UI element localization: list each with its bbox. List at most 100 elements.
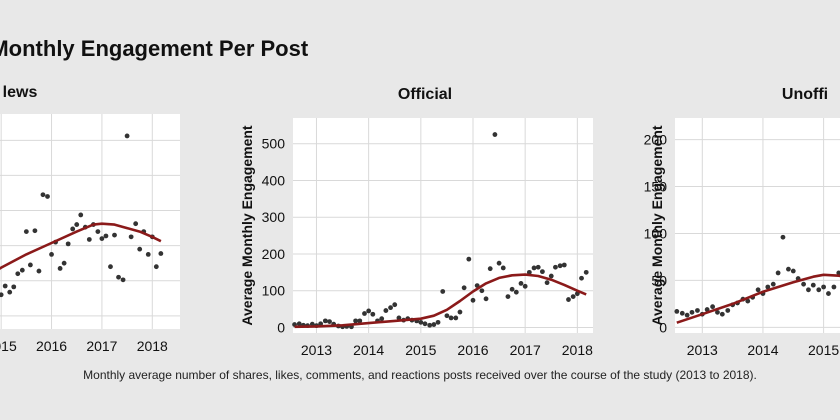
x-tick-label: 2018 [137, 338, 168, 354]
data-point [522, 283, 528, 289]
figure-caption: Monthly average number of shares, likes,… [83, 368, 757, 382]
data-point [7, 289, 13, 295]
data-point [518, 280, 524, 286]
y-tick-label: 200 [644, 132, 668, 148]
data-point [23, 229, 29, 234]
trend-line [294, 273, 587, 329]
data-point [427, 322, 433, 328]
data-point [821, 284, 827, 290]
data-point [133, 221, 139, 227]
data-point [710, 304, 716, 310]
data-point [383, 308, 389, 313]
data-point [719, 311, 725, 317]
data-point [801, 281, 806, 287]
data-point [392, 302, 398, 308]
data-point [836, 270, 840, 276]
panel-title: Official [398, 86, 452, 103]
data-point [679, 310, 685, 316]
data-point [513, 289, 519, 295]
data-point [57, 266, 63, 271]
y-tick-label: 50 [651, 272, 667, 288]
data-point [357, 318, 363, 324]
panel-title: Unoffi [782, 86, 828, 103]
data-point [19, 267, 25, 273]
data-point [440, 289, 446, 294]
data-point [570, 294, 576, 300]
data-point [124, 133, 130, 139]
data-point [790, 268, 796, 274]
data-point [444, 313, 450, 319]
data-point [487, 266, 493, 272]
x-tick-label: 2015 [808, 342, 839, 358]
data-point [74, 222, 80, 227]
x-tick-label: 2013 [301, 342, 332, 358]
figure-title: e Monthly Engagement Per Post [0, 36, 309, 61]
x-tick-label: 2016 [36, 338, 67, 354]
data-point [483, 296, 489, 302]
data-point [583, 269, 589, 275]
chart-panel: 0 50 100 150 200 2013 2014 2015 Unoffi Average Mo… [644, 86, 840, 358]
data-point [806, 287, 811, 293]
y-axis-label: Average Monthly Engagement [649, 125, 665, 326]
data-point [388, 305, 393, 311]
data-point [145, 252, 151, 257]
x-tick-label: 2017 [86, 338, 117, 354]
chart-panel: 0 100 200 300 400 500 2013 2014 2015 2016 2017 2018… [239, 86, 593, 358]
data-point [137, 246, 143, 252]
data-point [816, 287, 822, 293]
y-tick-label: 500 [262, 136, 286, 152]
data-point [557, 263, 563, 269]
data-point [775, 270, 781, 276]
data-point [322, 318, 328, 324]
data-point [826, 291, 831, 296]
data-point [492, 132, 498, 137]
data-point [327, 319, 332, 325]
data-point [695, 308, 700, 313]
data-point [561, 262, 567, 268]
data-point [65, 241, 71, 247]
data-point [689, 309, 695, 315]
data-point [99, 236, 105, 242]
data-point [479, 288, 485, 294]
data-point [70, 226, 76, 232]
data-point [505, 294, 511, 300]
data-point [466, 256, 472, 262]
data-point [770, 281, 776, 287]
data-point [544, 280, 550, 286]
data-point [765, 284, 771, 290]
data-point [422, 321, 428, 327]
data-point [786, 266, 791, 272]
data-point [453, 315, 459, 321]
plot-area [293, 118, 593, 333]
y-tick-label: 400 [262, 172, 286, 188]
data-point [539, 269, 545, 275]
y-tick-label: 200 [262, 246, 286, 262]
y-tick-label: 300 [262, 209, 286, 225]
data-point [418, 319, 424, 325]
data-point [780, 234, 786, 240]
data-point [457, 309, 463, 315]
data-point [15, 271, 21, 277]
data-point [548, 273, 554, 279]
x-tick-label: 2017 [510, 342, 541, 358]
data-point [431, 322, 437, 327]
data-point [379, 316, 385, 322]
x-tick-label: 2016 [457, 342, 488, 358]
data-point [153, 264, 159, 270]
data-point [61, 260, 67, 266]
data-point [116, 274, 121, 280]
data-point [674, 309, 680, 314]
data-point [810, 282, 816, 288]
y-tick-label: 100 [644, 225, 668, 241]
x-tick-label: 2015 [0, 338, 17, 354]
data-point [715, 309, 720, 315]
data-point [36, 268, 42, 274]
x-tick-label: 2014 [353, 342, 384, 358]
data-point [831, 284, 837, 290]
data-point [27, 262, 33, 268]
x-tick-label: 2014 [747, 342, 778, 358]
data-point [509, 286, 515, 292]
data-point [755, 287, 761, 293]
y-axis-label: Average Monthly Engagement [239, 125, 255, 326]
